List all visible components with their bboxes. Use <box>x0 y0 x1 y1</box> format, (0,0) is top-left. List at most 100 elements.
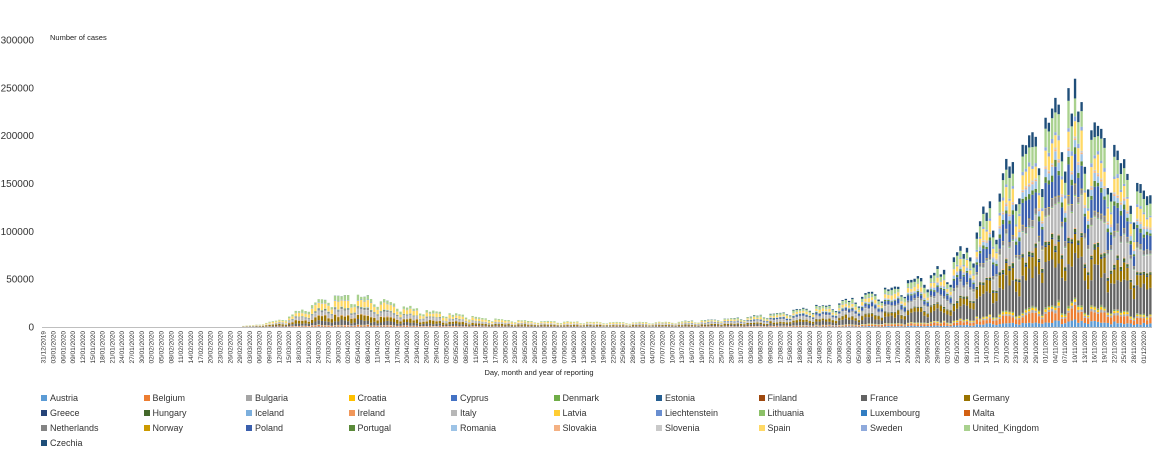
bar-segment-poland <box>1132 256 1136 267</box>
bar-segment-netherlands <box>337 310 340 312</box>
bar-segment-belgium <box>834 325 838 327</box>
bar-segment-italy <box>844 311 848 315</box>
bar-segment-slovenia <box>1083 205 1087 207</box>
bar-segment-czechia <box>851 297 854 300</box>
bar-segment-belgium <box>1090 311 1093 322</box>
bar-segment-netherlands <box>864 306 867 308</box>
bar-segment-italy <box>513 324 517 326</box>
bar-segment-italy <box>697 324 700 326</box>
bar-segment-spain <box>867 298 870 302</box>
bar-segment-france <box>366 320 369 325</box>
bar-segment-netherlands <box>327 312 330 314</box>
bar-segment-portugal <box>346 308 350 310</box>
bar-segment-croatia <box>1139 315 1142 317</box>
bar-segment-united_kingdom <box>789 316 792 318</box>
bar-segment-belgium <box>1080 311 1083 321</box>
bar-segment-france <box>949 315 952 324</box>
bar-segment-hungary <box>1008 266 1011 269</box>
bar-segment-croatia <box>1018 316 1021 318</box>
bar-segment-germany <box>546 324 550 326</box>
x-tick-label: 16/06/2020 <box>591 331 598 364</box>
bar-segment-italy <box>1090 226 1093 255</box>
bar-segment-spain <box>438 313 442 317</box>
bar-segment-france <box>680 325 684 327</box>
x-tick-label: 02/02/2020 <box>149 331 156 364</box>
bar-segment-sweden <box>310 308 314 309</box>
bar-segment-portugal <box>1086 224 1090 229</box>
bar-segment-germany <box>382 317 386 322</box>
bar-segment-netherlands <box>1109 245 1113 250</box>
bar-segment-united_kingdom <box>847 302 851 306</box>
bar-segment-croatia <box>1113 311 1116 314</box>
bar-segment-netherlands <box>1083 233 1087 238</box>
bar-segment-germany <box>648 325 651 327</box>
legend-swatch <box>861 410 867 416</box>
bar-segment-hungary <box>887 312 890 314</box>
bar-segment-united_kingdom <box>572 321 576 323</box>
bar-segment-austria <box>946 325 949 327</box>
bar-segment-spain <box>500 320 504 323</box>
bar-segment-czechia <box>805 308 808 310</box>
bar-segment-italy <box>477 321 481 324</box>
bar-segment-denmark <box>1100 305 1103 307</box>
bar-segment-germany <box>340 315 343 320</box>
bar-segment-france <box>392 322 396 326</box>
bar-segment-czechia <box>923 284 926 288</box>
legend-item-estonia: Estonia <box>656 392 759 404</box>
bar-segment-germany <box>288 323 291 325</box>
bar-segment-spain <box>392 306 396 313</box>
bar-segment-greece <box>1090 257 1093 260</box>
bar-segment-italy <box>445 322 448 324</box>
bar-segment-croatia <box>1142 315 1145 317</box>
bar-segment-sweden <box>1064 195 1067 199</box>
bar-segment-spain <box>880 305 884 308</box>
bar-segment-france <box>1106 292 1109 313</box>
bar-segment-belgium <box>1093 312 1096 321</box>
bar-segment-france <box>504 325 507 327</box>
bar-segment-france <box>307 323 311 327</box>
bar-segment-spain <box>939 281 942 286</box>
bar-segment-denmark <box>975 316 978 318</box>
bar-segment-germany <box>825 319 828 322</box>
bar-segment-czechia <box>857 306 861 308</box>
bar-segment-france <box>870 316 874 324</box>
bar-segment-germany <box>913 307 916 312</box>
bar-segment-italy <box>730 322 733 324</box>
bar-segment-germany <box>464 323 468 325</box>
bar-segment-france <box>294 323 297 327</box>
bar-segment-germany <box>762 323 766 325</box>
bar-segment-czechia <box>988 201 992 209</box>
bar-segment-netherlands <box>926 306 929 308</box>
bar-segment-slovakia <box>969 274 972 276</box>
bar-segment-united_kingdom <box>458 314 461 316</box>
bar-segment-slovenia <box>985 240 988 242</box>
bar-segment-italy <box>736 321 739 324</box>
bar-segment-bulgaria <box>946 323 949 325</box>
bar-segment-italy <box>946 301 949 310</box>
legend-item-liechtenstein: Liechtenstein <box>656 407 759 419</box>
bar-segment-romania <box>1060 196 1064 203</box>
bar-segment-germany <box>504 324 507 326</box>
bar-segment-italy <box>772 320 775 323</box>
bar-segment-hungary <box>1073 228 1077 233</box>
bar-segment-france <box>268 326 271 327</box>
bar-segment-italy <box>792 318 795 321</box>
bar-segment-france <box>743 325 746 327</box>
bar-segment-sweden <box>982 226 985 230</box>
x-tick-label: 22/06/2020 <box>610 331 617 364</box>
x-tick-label: 11/05/2020 <box>473 331 480 363</box>
bar-segment-germany <box>520 324 523 326</box>
bar-segment-romania <box>877 307 880 309</box>
bar-segment-romania <box>956 272 959 275</box>
bar-segment-belgium <box>366 324 369 327</box>
bar-segment-germany <box>667 325 671 326</box>
bar-segment-germany <box>684 324 687 326</box>
bar-segment-portugal <box>1054 159 1057 167</box>
bar-segment-spain <box>445 318 448 322</box>
bar-segment-sweden <box>926 296 929 298</box>
bar-segment-italy <box>841 311 844 316</box>
bar-segment-czechia <box>929 275 933 279</box>
bar-segment-lithuania <box>1050 207 1054 209</box>
bar-segment-spain <box>641 322 645 324</box>
bar-segment-france <box>825 321 828 325</box>
